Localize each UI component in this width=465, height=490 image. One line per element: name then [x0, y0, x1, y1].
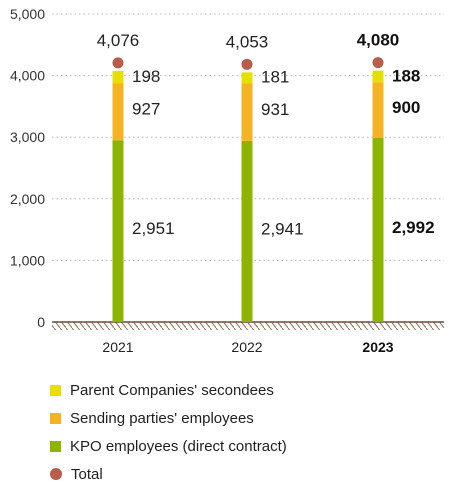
- legend-label-kpo-employees: KPO employees (direct contract): [70, 437, 287, 455]
- bar-segment-parent-companies-2022: [241, 72, 253, 84]
- data-label-sending-2023: 900: [392, 98, 420, 117]
- x-tick-label-2022: 2022: [231, 339, 262, 355]
- legend-item-kpo-employees: KPO employees (direct contract): [50, 432, 287, 460]
- data-label-kpo-2023: 2,992: [392, 218, 435, 237]
- total-dot-2023: [372, 57, 384, 69]
- bar-segment-kpo-employees-2022: [241, 140, 253, 322]
- legend-label-sending-parties: Sending parties' employees: [70, 409, 254, 427]
- data-label-kpo-2021: 2,951: [132, 219, 175, 238]
- data-label-total-2021: 4,076: [97, 31, 140, 50]
- legend: Parent Companies' secondees Sending part…: [50, 376, 287, 488]
- bar-segment-sending-parties-2023: [372, 82, 384, 138]
- data-label-total-2022: 4,053: [226, 32, 269, 51]
- bar-segment-parent-companies-2023: [372, 70, 384, 83]
- legend-label-total: Total: [71, 465, 103, 483]
- legend-swatch-parent-companies: [50, 384, 61, 396]
- legend-swatch-sending-parties: [50, 412, 61, 424]
- total-dot-2021: [112, 57, 124, 69]
- bar-segment-parent-companies-2021: [112, 70, 124, 84]
- legend-label-parent-companies: Parent Companies' secondees: [70, 381, 274, 399]
- bar-segment-kpo-employees-2021: [112, 140, 124, 322]
- bar-segment-sending-parties-2022: [241, 83, 253, 141]
- y-tick-label: 3,000: [10, 129, 45, 145]
- data-label-parent-2021: 198: [132, 67, 160, 86]
- data-label-total-2023: 4,080: [357, 31, 400, 50]
- data-label-sending-2021: 927: [132, 100, 160, 119]
- data-label-parent-2023: 188: [392, 66, 420, 85]
- y-tick-label: 5,000: [10, 6, 45, 22]
- legend-item-total: Total: [50, 460, 287, 488]
- bar-segment-sending-parties-2021: [112, 83, 124, 141]
- x-axis-hatch: [52, 322, 444, 330]
- data-label-sending-2022: 931: [261, 100, 289, 119]
- data-label-kpo-2022: 2,941: [261, 219, 304, 238]
- legend-swatch-kpo-employees: [50, 440, 61, 452]
- data-label-parent-2022: 181: [261, 67, 289, 86]
- stacked-bar-chart: 0 1,000 2,000 3,000 4,000 5,000 2,951 927 198 4,…: [10, 6, 444, 355]
- bar-segment-kpo-employees-2023: [372, 137, 384, 322]
- y-tick-label: 1,000: [10, 252, 45, 268]
- y-tick-label: 0: [37, 314, 45, 330]
- y-tick-label: 4,000: [10, 68, 45, 84]
- total-dot-2022: [241, 58, 253, 70]
- x-tick-label-2023: 2023: [362, 339, 393, 355]
- legend-item-sending-parties: Sending parties' employees: [50, 404, 287, 432]
- y-tick-label: 2,000: [10, 191, 45, 207]
- legend-swatch-total: [50, 468, 62, 480]
- x-tick-label-2021: 2021: [102, 339, 133, 355]
- legend-item-parent-companies: Parent Companies' secondees: [50, 376, 287, 404]
